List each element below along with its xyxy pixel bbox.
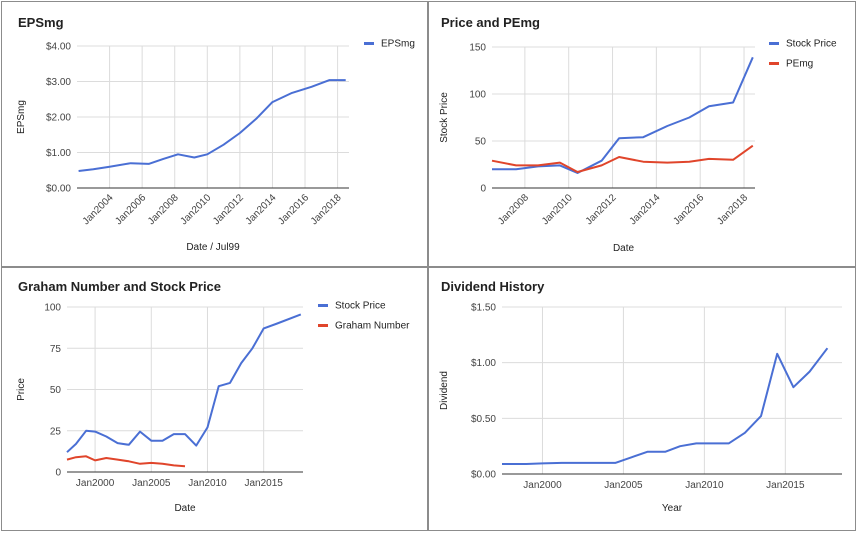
x-tick-label: Jan2015: [244, 478, 283, 489]
x-tick-label: Jan2012: [584, 192, 619, 227]
y-axis-label: Dividend: [439, 371, 450, 410]
x-tick-label: Jan2018: [715, 192, 750, 227]
x-axis-label: Date / Jul99: [186, 242, 240, 253]
graham-chart-panel: Graham Number and Stock Price 0 25 50 75 100 J…: [1, 267, 428, 531]
x-tick-label: Jan2006: [113, 192, 148, 227]
x-tick-label: Jan2018: [309, 192, 344, 227]
y-axis-label: Stock Price: [439, 92, 450, 143]
dividend-chart-panel: Dividend History $0.00 $0.50 $1.00 $1.50 Jan2…: [428, 267, 856, 531]
y-axis-label: Price: [16, 378, 27, 401]
x-tick-label: Jan2004: [81, 192, 116, 227]
x-tick-label: Jan2016: [671, 192, 706, 227]
chart-title: Price and PEmg: [441, 15, 540, 30]
price-pe-chart-panel: Price and PEmg 0 50 100 150 Jan2008 Jan2010 Jan…: [428, 1, 856, 267]
y-axis-label: EPSmg: [16, 100, 27, 134]
graham-chart: Graham Number and Stock Price 0 25 50 75 100 J…: [16, 279, 410, 514]
x-tick-label: Jan2000: [523, 480, 562, 491]
x-tick-label: Jan2010: [188, 478, 227, 489]
legend-swatch: [769, 42, 779, 45]
y-tick-label: 75: [50, 344, 62, 355]
legend-label: Stock Price: [335, 301, 386, 312]
y-tick-label: $3.00: [46, 77, 71, 88]
y-tick-label: 25: [50, 426, 62, 437]
legend-label: Graham Number: [335, 321, 410, 332]
x-axis-label: Date: [174, 503, 196, 514]
x-axis-label: Date: [613, 243, 635, 254]
series-line-0: [502, 347, 829, 465]
y-tick-label: 150: [469, 43, 486, 54]
x-tick-label: Jan2012: [211, 192, 246, 227]
x-tick-label: Jan2014: [628, 192, 663, 227]
y-tick-label: $0.50: [471, 414, 496, 425]
x-tick-label: Jan2014: [244, 192, 279, 227]
price-pe-chart: Price and PEmg 0 50 100 150 Jan2008 Jan2010 Jan…: [439, 15, 837, 254]
series-line-stock-price: [66, 313, 302, 453]
y-tick-label: 100: [469, 90, 486, 101]
y-tick-label: 0: [480, 184, 486, 195]
dividend-chart: Dividend History $0.00 $0.50 $1.00 $1.50 Jan2…: [439, 279, 842, 514]
y-tick-label: $1.00: [471, 358, 496, 369]
y-tick-label: $4.00: [46, 42, 71, 53]
chart-title: Graham Number and Stock Price: [18, 279, 221, 294]
y-tick-label: 100: [44, 303, 61, 314]
x-tick-label: Jan2010: [685, 480, 724, 491]
series-line-epsmg: [78, 79, 346, 172]
y-tick-label: $0.00: [471, 470, 496, 481]
legend-swatch: [364, 42, 374, 45]
x-tick-label: Jan2000: [76, 478, 115, 489]
x-tick-label: Jan2005: [604, 480, 643, 491]
x-tick-label: Jan2010: [179, 192, 214, 227]
legend-swatch: [318, 304, 328, 307]
legend-label: PEmg: [786, 59, 813, 70]
chart-title: EPSmg: [18, 15, 64, 30]
y-tick-label: 50: [475, 137, 487, 148]
eps-chart: EPSmg$0.00$1.00$2.00$3.00$4.00Jan2004Jan…: [16, 15, 415, 253]
x-tick-label: Jan2008: [146, 192, 181, 227]
y-tick-label: $2.00: [46, 113, 71, 124]
series-line-graham-number: [66, 455, 186, 468]
x-tick-label: Jan2008: [496, 192, 531, 227]
y-tick-label: $0.00: [46, 184, 71, 195]
legend-label: EPSmg: [381, 39, 415, 50]
x-tick-label: Jan2010: [540, 192, 575, 227]
y-tick-label: 0: [55, 468, 61, 479]
legend-label: Stock Price: [786, 39, 837, 50]
series-line-pemg: [491, 144, 754, 173]
x-tick-label: Jan2016: [276, 192, 311, 227]
series-line-stock-price: [492, 56, 754, 174]
y-tick-label: $1.50: [471, 303, 496, 314]
legend-swatch: [769, 62, 779, 65]
y-tick-label: $1.00: [46, 148, 71, 159]
y-tick-label: 50: [50, 385, 62, 396]
x-axis-label: Year: [662, 503, 683, 514]
chart-title: Dividend History: [441, 279, 545, 294]
x-tick-label: Jan2015: [766, 480, 805, 491]
x-tick-label: Jan2005: [132, 478, 171, 489]
eps-chart-panel: EPSmg $0.00 $1.00 $2.00 $3.00 $4.00 Jan2004 Jan…: [1, 1, 428, 267]
legend-swatch: [318, 324, 328, 327]
